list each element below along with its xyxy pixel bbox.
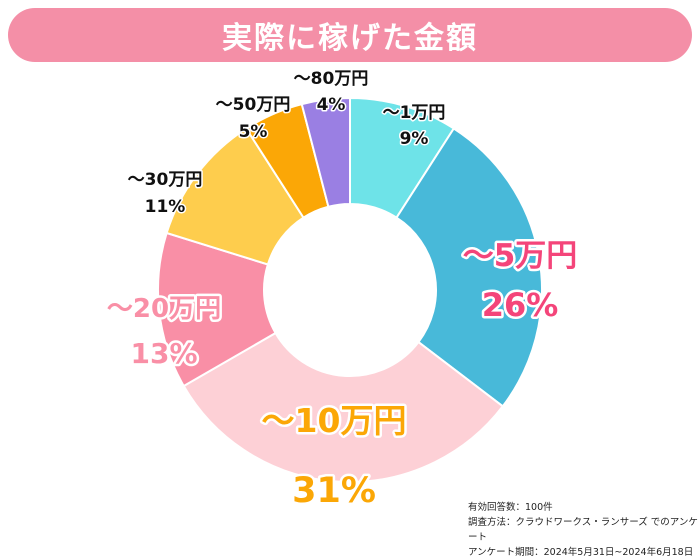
slice-label-6: ～80万円 [294,69,369,89]
note-period: アンケート期間：2024年5月31日~2024年6月18日 [468,547,694,558]
slice-2 [182,331,505,483]
note-responses: 有効回答数：100件 [468,502,553,513]
slice-label-2: ～10万円 [262,401,407,440]
donut-hole [265,205,435,375]
slice-label-5: ～50万円 [216,95,291,115]
note-method: 調査方法：クラウドワークス・ランサーズ でのアンケート [468,517,698,543]
slice-label-0: ～1万円 [383,103,446,123]
slice-label-4: ～30万円 [128,170,203,190]
footnote: 有効回答数：100件 調査方法：クラウドワークス・ランサーズ でのアンケート ア… [468,500,700,560]
slice-pct-1: 26% [482,286,559,324]
title-bar: 実際に稼げた金額 [8,8,692,62]
slice-pct-0: 9% [400,129,429,149]
slice-pct-3: 13% [130,337,197,370]
slice-1 [395,127,543,408]
slice-6 [300,96,351,208]
slice-label-1: ～5万円 [463,238,578,274]
slice-pct-2: 31% [292,471,376,511]
slice-pct-5: 5% [239,122,268,142]
slice-pct-6: 4% [317,95,346,115]
chart-title: 実際に稼げた金額 [222,21,478,56]
slice-pct-4: 11% [145,197,186,217]
slice-label-3: ～20万円 [107,294,221,324]
